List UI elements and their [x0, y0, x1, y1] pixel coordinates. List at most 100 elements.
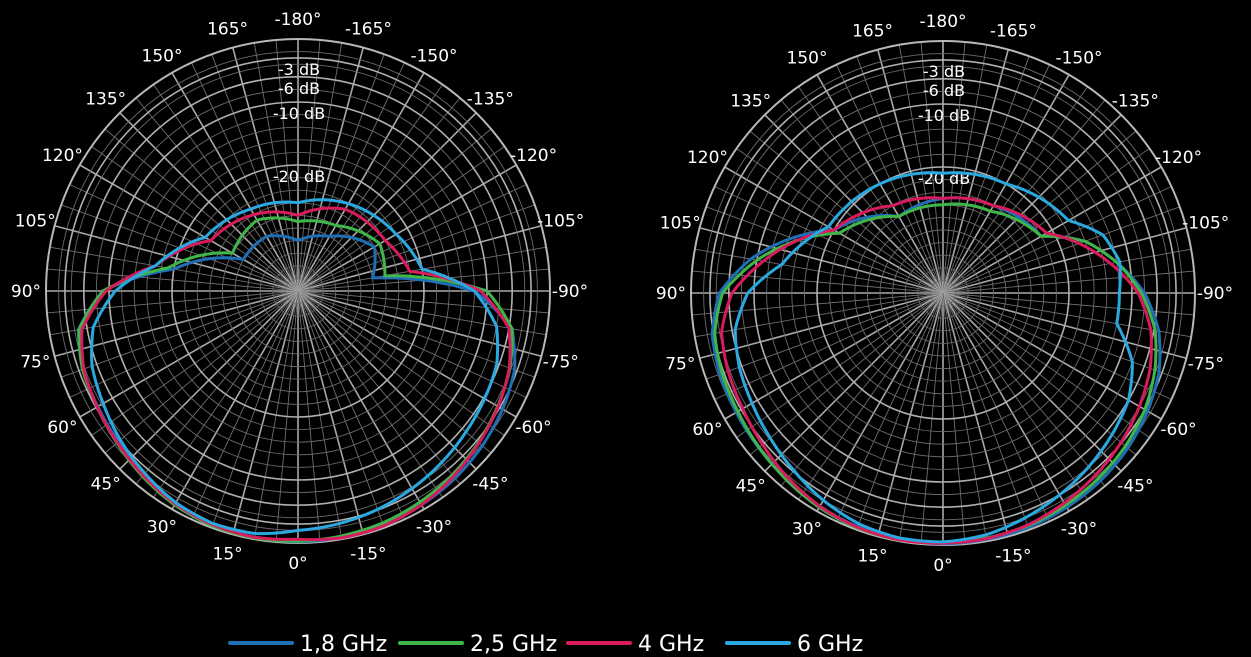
angle-tick-label: 0°	[288, 554, 307, 574]
angle-tick-label: 105°	[660, 214, 701, 234]
minor-ring	[778, 128, 1108, 458]
radial-tick-label: -10 dB	[918, 106, 970, 125]
legend: 1,8 GHz 2,5 GHz 4 GHz 6 GHz	[228, 632, 863, 657]
angle-tick-label: -180°	[919, 12, 966, 32]
minor-ring	[929, 279, 957, 307]
major-ring	[727, 78, 1158, 508]
series-line-2-5-ghz	[713, 202, 1158, 545]
angle-tick-label: 120°	[687, 148, 728, 168]
angle-tick-label: -135°	[467, 90, 514, 110]
series-line-4-ghz	[720, 196, 1153, 545]
major-ring	[709, 59, 1177, 527]
major-ring	[171, 164, 425, 418]
angle-tick-label: 15°	[213, 545, 243, 565]
angle-tick-label: 15°	[858, 547, 888, 567]
minor-ring	[791, 141, 1095, 445]
angle-tick-label: 135°	[730, 92, 771, 112]
minor-ring	[715, 65, 1171, 521]
minor-ring	[917, 267, 969, 319]
angle-tick-label: -120°	[1155, 148, 1202, 168]
minor-ring	[95, 88, 501, 494]
angle-tick-label: -60°	[515, 418, 551, 438]
angle-tick-label: -75°	[1188, 354, 1224, 374]
angle-tick-label: 30°	[147, 518, 177, 538]
minor-ring	[803, 153, 1083, 433]
minor-ring	[879, 229, 1007, 357]
angle-tick-label: 150°	[142, 46, 183, 66]
angle-tick-label: -105°	[537, 212, 584, 232]
angle-tick-label: -60°	[1160, 420, 1196, 440]
minor-ring	[259, 252, 337, 330]
major-ring	[816, 166, 1070, 420]
minor-ring	[829, 179, 1057, 407]
minor-ring	[158, 151, 438, 431]
angle-tick-label: 135°	[85, 90, 126, 110]
angle-tick-label: 45°	[736, 476, 766, 496]
minor-ring	[866, 216, 1020, 370]
angle-tick-label: 0°	[933, 556, 952, 576]
angle-tick-label: -15°	[350, 545, 386, 565]
major-ring	[64, 57, 532, 525]
minor-ring	[184, 177, 412, 405]
series-line-6-ghz	[733, 171, 1134, 544]
legend-label: 4 GHz	[638, 632, 704, 657]
minor-ring	[272, 265, 324, 317]
angle-tick-label: -135°	[1112, 92, 1159, 112]
angle-tick-label: 150°	[787, 48, 828, 68]
angle-tick-label: -150°	[1055, 48, 1102, 68]
angle-tick-label: 120°	[42, 146, 83, 166]
series-line-4-ghz	[80, 206, 512, 542]
minor-ring	[70, 63, 526, 519]
angle-tick-label: -75°	[543, 352, 579, 372]
radial-tick-label: -20 dB	[273, 167, 325, 186]
angle-tick-label: 90°	[656, 284, 686, 304]
angle-tick-label: 90°	[11, 282, 41, 302]
minor-ring	[196, 189, 400, 393]
radial-tick-label: -6 dB	[923, 81, 965, 100]
angle-tick-label: -165°	[345, 19, 392, 39]
angle-tick-label: -165°	[990, 21, 1037, 41]
legend-label: 2,5 GHz	[470, 632, 557, 657]
angle-tick-label: -30°	[1061, 520, 1097, 540]
angle-tick-label: -90°	[1197, 284, 1233, 304]
angle-tick-label: -30°	[416, 518, 452, 538]
minor-ring	[234, 227, 362, 355]
angle-tick-label: 75°	[20, 352, 50, 372]
angle-tick-label: 30°	[792, 520, 822, 540]
angle-tick-label: 165°	[852, 21, 893, 41]
minor-ring	[703, 53, 1183, 533]
angle-tick-label: -90°	[552, 282, 588, 302]
minor-ring	[892, 242, 994, 344]
polar-plot-1: -180° 165° 150° 135° 120° 105° 90° 75° 60° 45° 30°…	[11, 10, 588, 574]
radial-tick-label: -6 dB	[278, 79, 320, 98]
angle-tick-label: -150°	[410, 46, 457, 66]
minor-ring	[133, 126, 463, 456]
minor-ring	[841, 191, 1045, 395]
angle-tick-label: 105°	[15, 212, 56, 232]
major-ring	[753, 103, 1133, 483]
angle-tick-label: -105°	[1182, 214, 1229, 234]
angle-tick-label: -120°	[510, 146, 557, 166]
radial-tick-label: -3 dB	[923, 62, 965, 81]
minor-ring	[904, 254, 982, 332]
legend-label: 6 GHz	[797, 632, 863, 657]
angle-tick-label: 45°	[91, 474, 121, 494]
angle-tick-label: -45°	[472, 474, 508, 494]
minor-ring	[146, 139, 450, 443]
angle-tick-label: 60°	[47, 418, 77, 438]
angle-tick-label: -45°	[1117, 476, 1153, 496]
polar-plot-2: -180° 165° 150° 135° 120° 105° 90° 75° 60° 45° 30°…	[656, 12, 1233, 576]
minor-ring	[284, 277, 312, 305]
angle-tick-label: -180°	[274, 10, 321, 30]
major-ring	[83, 76, 513, 506]
series-line-6-ghz	[90, 198, 500, 536]
angle-tick-label: 75°	[665, 354, 695, 374]
radial-tick-label: -3 dB	[278, 60, 320, 79]
legend-label: 1,8 GHz	[300, 632, 387, 657]
angle-tick-label: 165°	[207, 19, 248, 39]
angle-tick-label: 60°	[692, 420, 722, 440]
angle-tick-label: -15°	[995, 547, 1031, 567]
radial-tick-label: -10 dB	[273, 104, 325, 123]
